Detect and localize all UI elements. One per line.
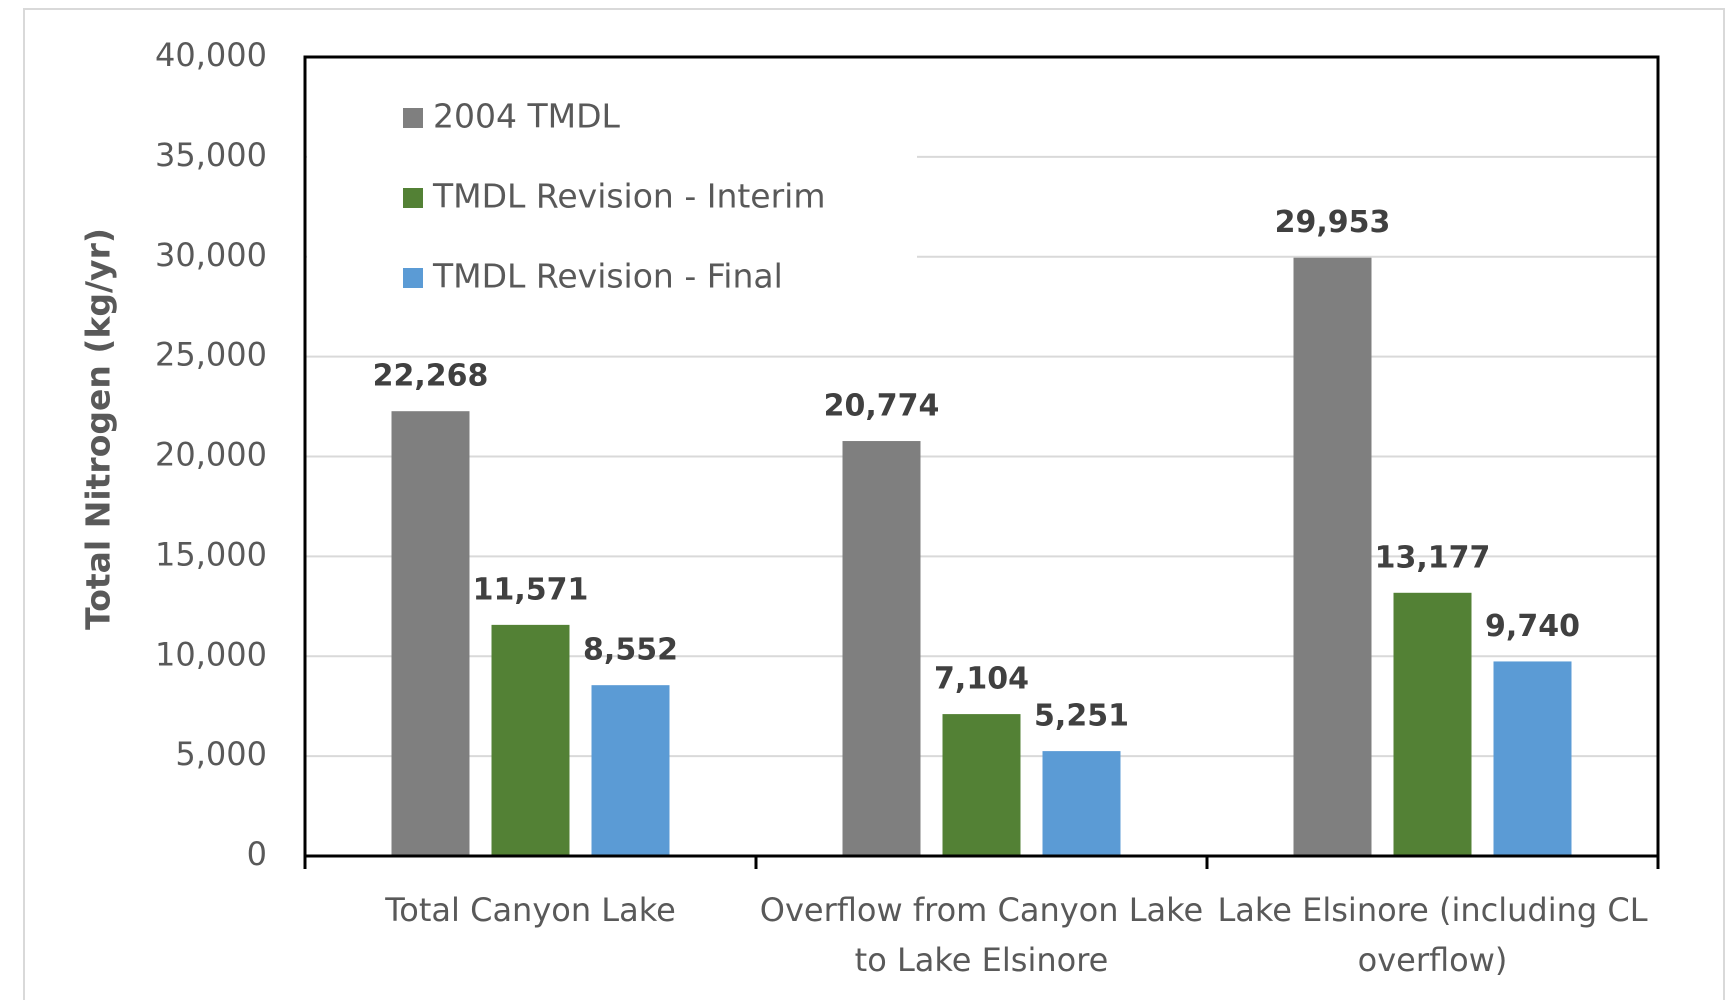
legend-label: TMDL Revision - Interim [432, 177, 826, 216]
legend-swatch [403, 268, 423, 288]
x-tick-label: Total Canyon Lake [385, 891, 676, 929]
bar [491, 624, 570, 856]
data-label: 29,953 [1275, 205, 1391, 240]
data-label: 7,104 [934, 662, 1029, 697]
legend: 2004 TMDL TMDL Revision - Interim TMDL Rev… [307, 59, 917, 321]
y-axis-label: Total Nitrogen (kg/yr) [79, 228, 118, 630]
y-tick-label: 35,000 [155, 136, 267, 174]
data-label: 9,740 [1485, 609, 1580, 644]
bar [391, 411, 470, 856]
bar [1042, 751, 1121, 856]
bar [1293, 257, 1372, 856]
data-label: 20,774 [824, 389, 940, 424]
y-tick-label: 20,000 [155, 436, 267, 474]
data-label: 5,251 [1034, 699, 1129, 734]
y-tick-label: 40,000 [155, 36, 267, 74]
x-tick-label: Overflow from Canyon Lake to Lake Elsino… [759, 891, 1204, 979]
legend-label: TMDL Revision - Final [432, 257, 783, 296]
legend-label: 2004 TMDL [433, 97, 621, 136]
bar [842, 441, 921, 856]
data-label: 8,552 [583, 633, 678, 668]
y-tick-label: 10,000 [155, 635, 267, 673]
data-label: 22,268 [373, 359, 489, 394]
bar [1393, 592, 1472, 856]
data-label: 11,571 [473, 572, 589, 607]
y-tick-label: 5,000 [175, 735, 267, 773]
bar [1493, 661, 1572, 856]
bar [591, 685, 670, 856]
y-tick-label: 30,000 [155, 236, 267, 274]
y-tick-label: 25,000 [155, 336, 267, 374]
legend-swatch [403, 188, 423, 208]
legend-swatch [403, 108, 423, 128]
bar [942, 714, 1021, 856]
y-tick-label: 0 [247, 835, 267, 873]
x-tick-label: Lake Elsinore (including CL overflow) [1217, 891, 1648, 979]
y-tick-label: 15,000 [155, 535, 267, 573]
data-label: 13,177 [1375, 540, 1491, 575]
plot-frame [303, 55, 1660, 858]
